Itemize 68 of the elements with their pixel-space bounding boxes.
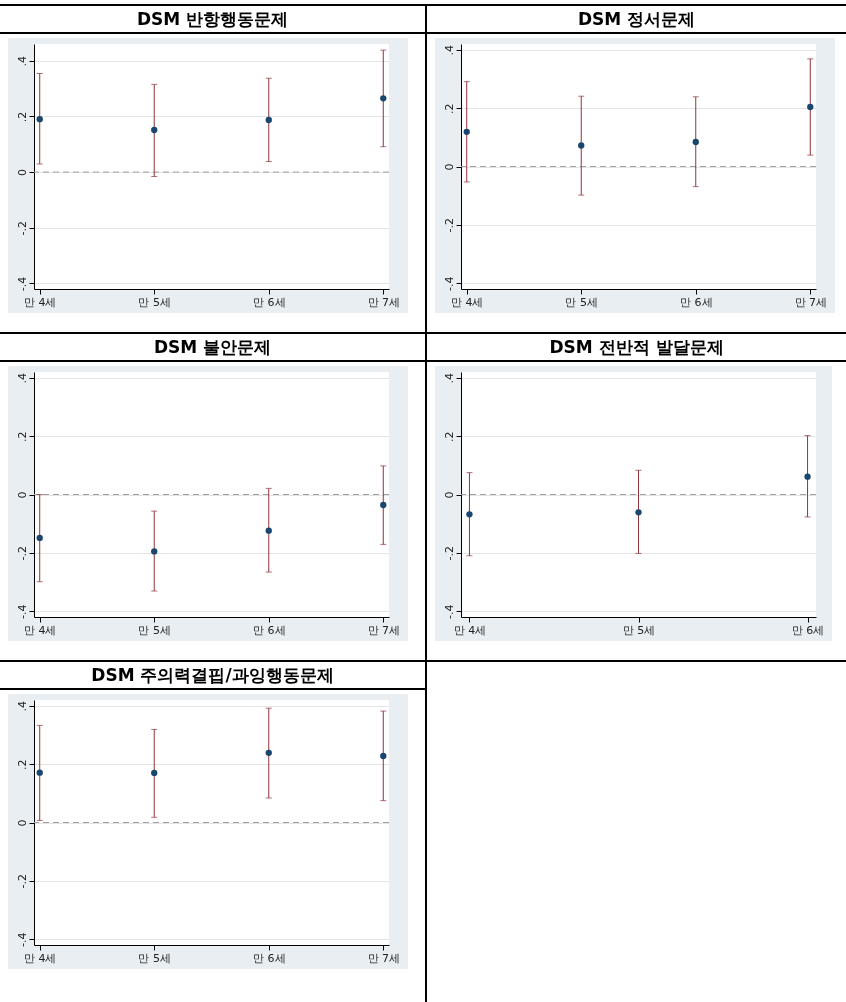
point: [380, 752, 387, 760]
point: [463, 128, 470, 135]
y-tick-label: .4: [15, 55, 29, 67]
y-tick-label: 0: [15, 819, 29, 827]
x-tick-label: 만 5세: [138, 295, 171, 309]
x-tick-label: 만 4세: [23, 623, 57, 637]
point: [151, 548, 158, 555]
y-tick-label: .4: [442, 373, 456, 384]
x-tick-label: 만 5세: [138, 951, 171, 965]
y-tick-label: -.4: [442, 276, 456, 291]
y-tick-label: -.4: [442, 604, 456, 619]
y-tick-label: -.2: [442, 218, 456, 233]
y-tick-label: .2: [442, 103, 456, 114]
x-tick-label: 만 6세: [680, 295, 713, 309]
x-tick-label: 만 4세: [23, 295, 57, 309]
y-tick-label: .2: [15, 111, 29, 123]
point: [36, 534, 43, 542]
y-tick-label: .2: [15, 759, 29, 770]
point: [380, 501, 387, 509]
point: [635, 509, 642, 516]
x-tick-label: 만 7세: [367, 623, 401, 637]
x-tick-label: 만 4세: [450, 295, 484, 309]
y-tick-label: 0: [15, 491, 29, 499]
y-tick-label: .4: [442, 45, 456, 56]
point: [36, 769, 43, 776]
x-tick-label: 만 7세: [794, 295, 828, 309]
y-tick-label: .2: [442, 431, 456, 442]
point: [265, 116, 272, 124]
point: [151, 769, 158, 777]
chart-title: DSM 전반적 발달문제: [427, 334, 846, 362]
x-tick-label: 만 6세: [253, 295, 286, 309]
x-tick-label: 만 4세: [453, 623, 487, 637]
x-tick-label: 만 7세: [367, 295, 401, 309]
chart-title: DSM 정서문제: [427, 6, 846, 34]
y-tick-label: -.2: [15, 546, 29, 561]
x-tick-label: 만 6세: [253, 623, 286, 637]
point: [36, 116, 43, 123]
y-tick-label: -.4: [15, 932, 29, 947]
x-tick-label: 만 5세: [565, 295, 598, 309]
point: [466, 511, 473, 518]
y-tick-label: -.2: [442, 546, 456, 561]
y-tick-label: 0: [442, 163, 456, 171]
y-tick-label: .2: [15, 431, 29, 442]
y-tick-label: 0: [442, 491, 456, 499]
y-tick-label: .4: [15, 701, 29, 712]
point: [807, 103, 814, 111]
y-tick-label: 0: [15, 169, 29, 177]
y-tick-label: -.4: [15, 276, 29, 292]
point: [265, 527, 272, 534]
point: [380, 95, 387, 102]
chart-title: DSM 주의력결핍/과잉행동문제: [0, 662, 425, 690]
y-tick-label: -.2: [15, 221, 29, 236]
point: [578, 142, 585, 149]
chart-title: DSM 불안문제: [0, 334, 425, 362]
chart-title: DSM 반항행동문제: [0, 6, 425, 34]
x-tick-label: 만 6세: [791, 623, 825, 637]
point: [265, 749, 272, 756]
point: [151, 126, 158, 134]
x-tick-label: 만 7세: [367, 951, 401, 965]
x-tick-label: 만 6세: [253, 951, 286, 965]
y-tick-label: -.4: [15, 604, 29, 619]
point: [692, 138, 699, 146]
point: [804, 473, 811, 480]
x-tick-label: 만 5세: [138, 623, 171, 637]
x-tick-label: 만 5세: [622, 623, 656, 637]
y-tick-label: -.2: [15, 874, 29, 889]
x-tick-label: 만 4세: [23, 951, 57, 965]
y-tick-label: .4: [15, 373, 29, 384]
